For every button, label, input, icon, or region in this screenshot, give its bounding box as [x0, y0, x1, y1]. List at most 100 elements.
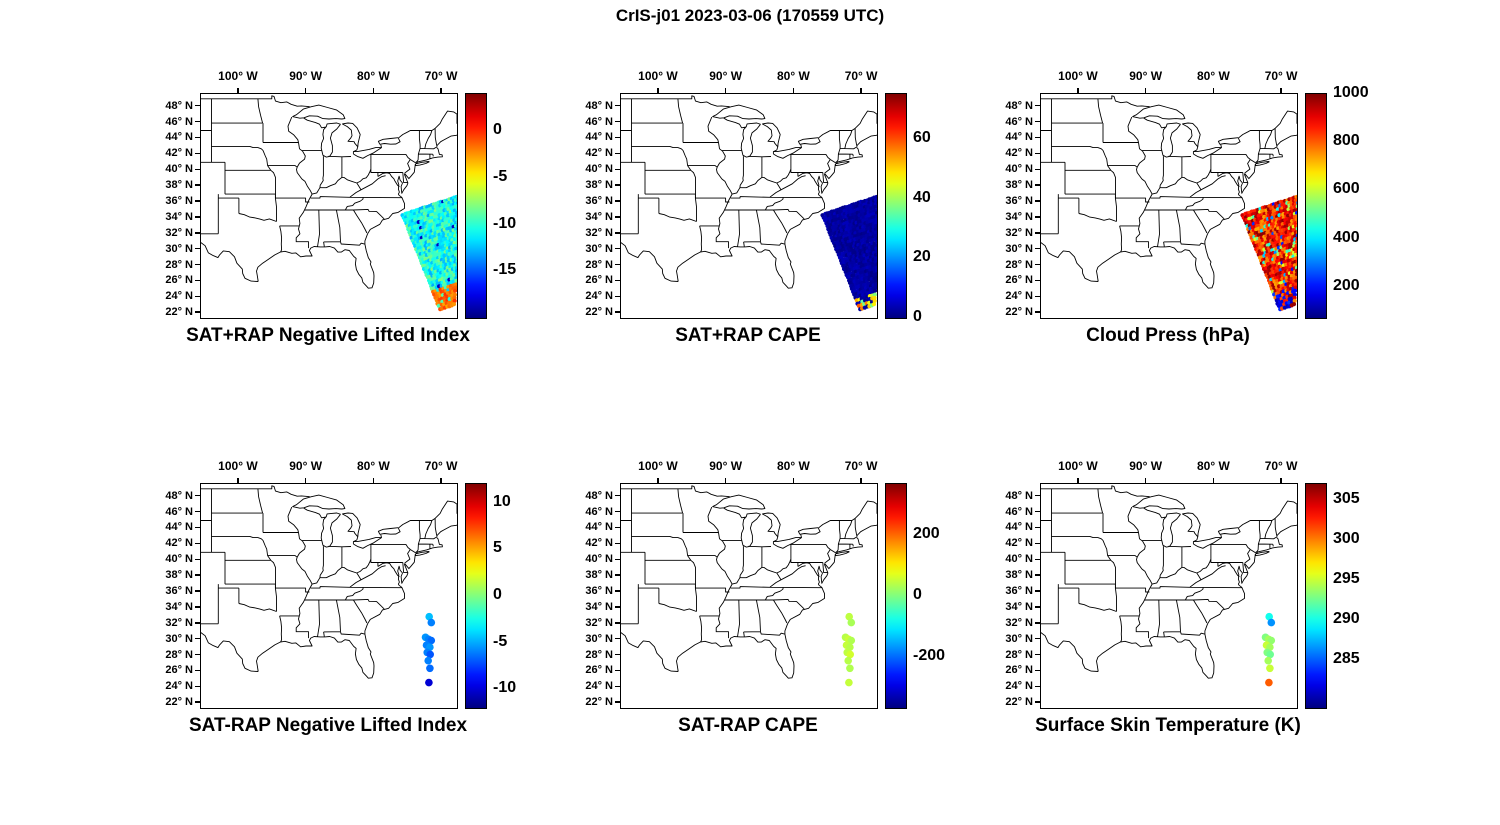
- lat-tick-label: 28° N: [585, 258, 613, 271]
- colorbar-tick-label: 40: [913, 188, 931, 206]
- lat-tick-label: 44° N: [165, 131, 193, 144]
- lon-tick-label: 70° W: [424, 69, 458, 83]
- lon-tick-label: 70° W: [844, 459, 878, 473]
- lat-tick-mark: [195, 590, 200, 592]
- colorbar-tick-label: 290: [1333, 610, 1360, 627]
- lat-tick-mark: [195, 542, 200, 545]
- colorbar-tick-label: 0: [493, 121, 502, 139]
- lat-tick-mark: [195, 606, 200, 608]
- lat-tick-label: 46° N: [1005, 115, 1033, 128]
- panel-title-cloud-press: Cloud Press (hPa): [1086, 325, 1250, 346]
- lat-tick-mark: [1035, 104, 1040, 107]
- figure-title: CrIS-j01 2023-03-06 (170559 UTC): [615, 6, 885, 25]
- lon-tick-mark: [1144, 88, 1147, 93]
- map-frame-surface-skin-temp: [1040, 483, 1298, 709]
- lat-tick-mark: [195, 637, 200, 640]
- lat-tick-mark: [1035, 669, 1040, 672]
- colorbar-tick-label: 400: [1333, 228, 1360, 246]
- lon-tick-label: 80° W: [356, 459, 390, 473]
- lon-tick-mark: [860, 478, 862, 483]
- lat-tick-mark: [1035, 510, 1040, 513]
- lat-tick-mark: [195, 104, 200, 107]
- lat-tick-mark: [195, 247, 200, 250]
- lat-tick-mark: [1035, 685, 1040, 688]
- lat-tick-label: 34° N: [165, 210, 193, 223]
- lat-tick-mark: [615, 279, 620, 282]
- lon-tick-mark: [237, 478, 239, 483]
- colorbar-tick-label: 800: [1333, 132, 1360, 150]
- lat-tick-mark: [615, 104, 620, 107]
- lat-tick-mark: [1035, 526, 1040, 529]
- lat-tick-label: 44° N: [165, 521, 193, 534]
- panel-satrap-plus-nli: 100° W 90° W 80° W 70° W 48° N 46° N 44° N 42° …: [140, 53, 550, 353]
- lat-tick-label: 30° N: [585, 632, 613, 645]
- lat-tick-label: 32° N: [1005, 226, 1033, 239]
- lat-tick-mark: [195, 685, 200, 688]
- lat-tick-label: 34° N: [165, 600, 193, 613]
- lat-tick-label: 24° N: [585, 290, 613, 303]
- lon-tick-mark: [1280, 88, 1282, 93]
- lat-tick-mark: [195, 510, 200, 513]
- lat-tick-label: 40° N: [1005, 553, 1033, 566]
- lat-tick-label: 42° N: [585, 147, 613, 160]
- lat-tick-mark: [1035, 263, 1040, 266]
- colorbar-tick-label: -15: [493, 261, 517, 279]
- lat-tick-mark: [1035, 279, 1040, 282]
- lat-tick-mark: [1035, 247, 1040, 250]
- lat-tick-label: 48° N: [1005, 99, 1033, 112]
- lat-tick-mark: [195, 216, 200, 218]
- lat-tick-mark: [1035, 295, 1040, 298]
- lat-tick-label: 36° N: [165, 195, 193, 208]
- colorbar-tick-label: 285: [1333, 650, 1360, 667]
- lat-tick-label: 44° N: [1005, 521, 1033, 534]
- map-frame-satrap-minus-nli: [200, 483, 458, 709]
- lon-tick-label: 100° W: [1058, 69, 1098, 83]
- lat-tick-label: 44° N: [585, 521, 613, 534]
- lat-tick-label: 44° N: [1005, 131, 1033, 144]
- panel-surface-skin-temp: 100° W 90° W 80° W 70° W 48° N 46° N 44° N 42° …: [980, 443, 1390, 743]
- lat-tick-label: 38° N: [165, 569, 193, 582]
- lat-tick-label: 26° N: [165, 274, 193, 287]
- lat-tick-mark: [1035, 168, 1040, 170]
- lat-tick-label: 40° N: [165, 553, 193, 566]
- lat-tick-label: 42° N: [1005, 537, 1033, 550]
- lon-tick-mark: [1077, 88, 1079, 93]
- panel-title-satrap-plus-cape: SAT+RAP CAPE: [675, 325, 821, 346]
- lon-tick-label: 90° W: [289, 69, 323, 83]
- lon-tick-label: 80° W: [356, 69, 390, 83]
- lat-tick-mark: [1035, 574, 1040, 576]
- lat-tick-label: 34° N: [585, 210, 613, 223]
- panel-satrap-plus-cape: 100° W 90° W 80° W 70° W 48° N 46° N 44° N 42° …: [560, 53, 970, 353]
- retrieval-dots-surface-skin-temp: [1261, 612, 1276, 687]
- lat-tick-label: 32° N: [585, 226, 613, 239]
- lat-tick-mark: [195, 168, 200, 170]
- lat-tick-label: 24° N: [1005, 680, 1033, 693]
- lat-tick-mark: [1035, 184, 1040, 186]
- lat-tick-mark: [1035, 200, 1040, 202]
- lat-tick-label: 22° N: [1005, 306, 1033, 319]
- lon-tick-mark: [372, 478, 375, 483]
- lat-tick-mark: [195, 526, 200, 529]
- panel-title-satrap-plus-nli: SAT+RAP Negative Lifted Index: [186, 325, 470, 346]
- lat-tick-label: 24° N: [585, 680, 613, 693]
- panel-title-surface-skin-temp: Surface Skin Temperature (K): [1035, 715, 1301, 736]
- lat-tick-mark: [195, 152, 200, 155]
- lat-tick-mark: [615, 200, 620, 202]
- lat-tick-mark: [195, 263, 200, 266]
- lat-tick-label: 34° N: [1005, 210, 1033, 223]
- map-svg-surface-skin-temp: [1041, 485, 1297, 687]
- colorbar-tick-label: 200: [913, 525, 940, 543]
- lat-tick-mark: [195, 558, 200, 560]
- lon-tick-mark: [657, 88, 659, 93]
- lat-tick-label: 46° N: [165, 115, 193, 128]
- colorbar-tick-label: 295: [1333, 570, 1360, 587]
- colorbar-tick-label: 0: [493, 586, 502, 603]
- lat-tick-label: 30° N: [165, 242, 193, 255]
- lat-tick-mark: [1035, 590, 1040, 592]
- panel-satrap-minus-nli: 100° W 90° W 80° W 70° W 48° N 46° N 44° N 42° …: [140, 443, 550, 743]
- lon-tick-label: 100° W: [638, 459, 678, 473]
- lat-tick-label: 24° N: [165, 290, 193, 303]
- lat-tick-mark: [615, 653, 620, 656]
- lat-tick-mark: [1035, 622, 1040, 624]
- colorbar-tick-label: -5: [493, 168, 508, 185]
